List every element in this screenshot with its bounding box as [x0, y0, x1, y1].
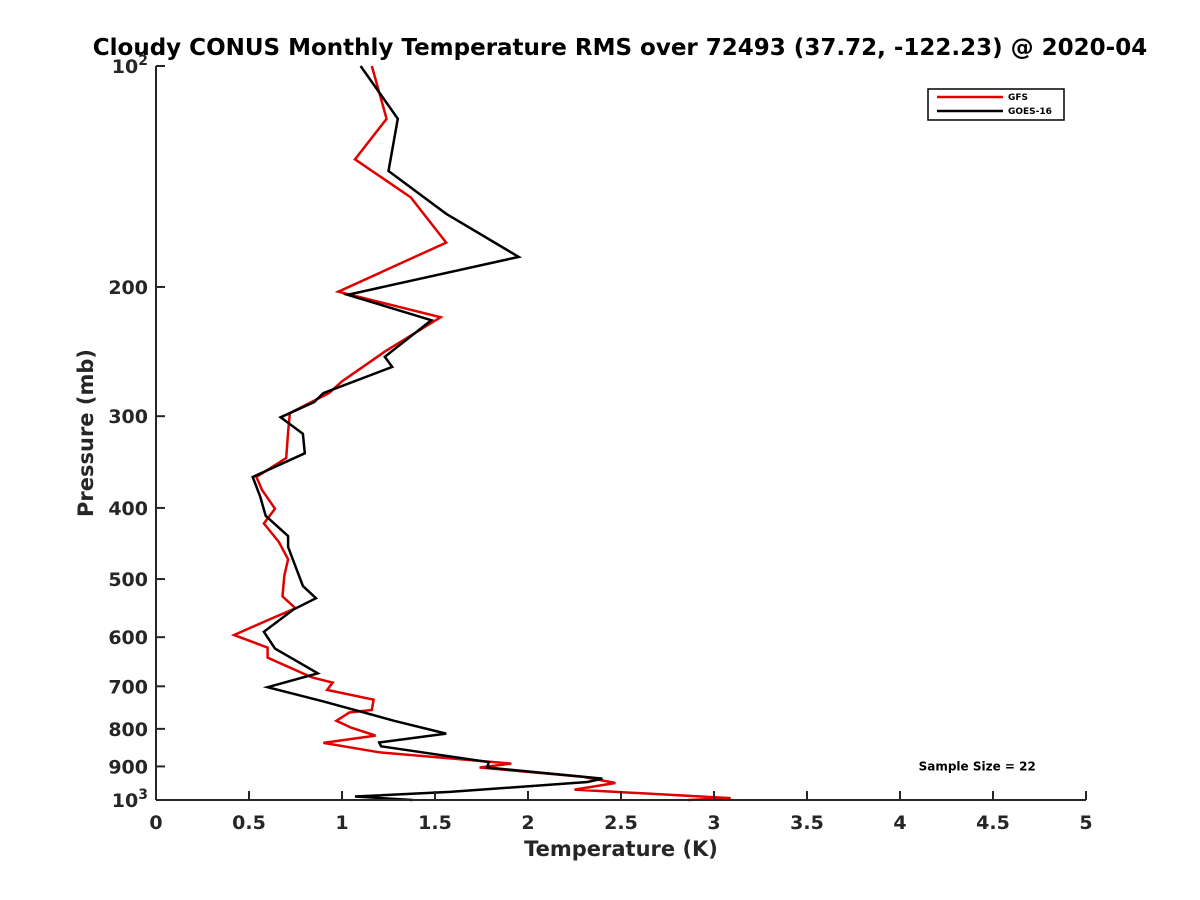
x-tick-label: 3 [707, 812, 720, 834]
x-tick-label: 4 [893, 812, 906, 834]
y-tick-label: 103 [112, 787, 148, 812]
y-tick-label: 200 [108, 277, 148, 299]
x-tick-label: 0 [149, 812, 162, 834]
sample-size-annotation: Sample Size = 22 [919, 759, 1036, 773]
y-tick-label: 500 [108, 569, 148, 591]
y-ticks: 102 200 300 400 500 600 700 800 900 103 [108, 53, 165, 812]
x-tick-label: 1 [335, 812, 348, 834]
y-tick-label: 700 [108, 676, 148, 698]
x-axis-label: Temperature (K) [524, 837, 718, 861]
legend-label-goes16: GOES-16 [1008, 107, 1052, 117]
x-tick-label: 0.5 [232, 812, 266, 834]
x-tick-label: 4.5 [976, 812, 1010, 834]
legend: GFS GOES-16 [927, 88, 1065, 121]
y-tick-label: 300 [108, 406, 148, 428]
plot-lines [230, 65, 731, 802]
y-tick-label: 102 [112, 53, 148, 78]
x-tick-label: 3.5 [790, 812, 824, 834]
x-ticks: 0 0.5 1 1.5 2 2.5 3 3.5 4 4.5 5 [149, 791, 1093, 834]
series-line-gfs [230, 65, 731, 802]
x-tick-label: 2.5 [604, 812, 638, 834]
legend-label-gfs: GFS [1008, 93, 1028, 103]
y-tick-label: 900 [108, 756, 148, 778]
series-line-goes-16 [251, 65, 603, 802]
y-tick-label: 800 [108, 719, 148, 741]
axes [155, 66, 1086, 801]
y-axis-label: Pressure (mb) [74, 349, 98, 517]
chart-title: Cloudy CONUS Monthly Temperature RMS ove… [93, 35, 1147, 61]
x-tick-label: 5 [1079, 812, 1092, 834]
legend-box [927, 88, 1065, 121]
x-tick-label: 2 [521, 812, 534, 834]
y-tick-label: 400 [108, 498, 148, 520]
y-tick-label: 600 [108, 627, 148, 649]
x-tick-label: 1.5 [418, 812, 452, 834]
